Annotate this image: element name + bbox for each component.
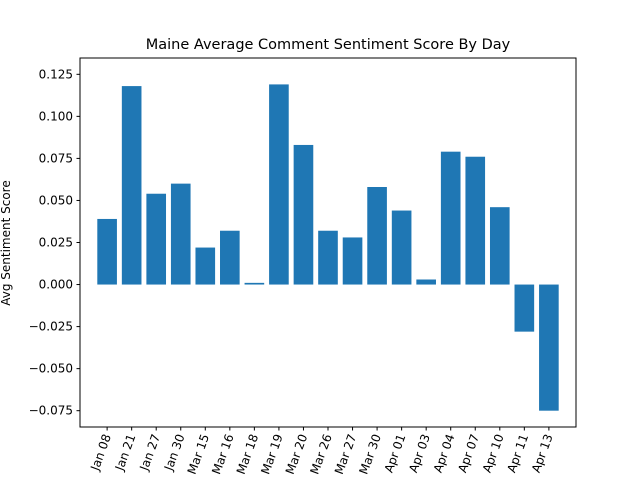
y-tick-label: 0.125 bbox=[39, 67, 73, 81]
bar-mar-18 bbox=[244, 282, 265, 285]
y-tick-label: 0.050 bbox=[39, 193, 73, 207]
bar-jan-21 bbox=[121, 86, 142, 285]
y-tick-label: 0.075 bbox=[39, 151, 73, 165]
bar-mar-15 bbox=[195, 247, 216, 285]
y-tick-label: 0.100 bbox=[39, 109, 73, 123]
bar-apr-13 bbox=[539, 284, 559, 411]
bar-apr-03 bbox=[416, 279, 436, 285]
bar-mar-16 bbox=[220, 230, 240, 285]
bar-mar-27 bbox=[342, 237, 363, 285]
y-tick-label: −0.050 bbox=[29, 362, 73, 376]
bar-apr-10 bbox=[489, 207, 510, 285]
bar-mar-26 bbox=[318, 230, 338, 285]
y-axis-label: Avg Sentiment Score bbox=[0, 180, 13, 306]
bar-apr-01 bbox=[391, 210, 412, 285]
bar-jan-27 bbox=[146, 193, 167, 285]
bar-mar-19 bbox=[269, 84, 289, 285]
y-tick-label: −0.025 bbox=[29, 320, 73, 334]
y-axis: −0.075 −0.050 −0.025 0.000 0.025 0.050 0.075 0.… bbox=[29, 67, 80, 418]
y-tick-label: −0.075 bbox=[29, 404, 73, 418]
plot-frame bbox=[79, 57, 577, 428]
bar-apr-04 bbox=[440, 151, 461, 285]
bar-apr-11 bbox=[514, 284, 535, 332]
bar-jan-30 bbox=[170, 183, 191, 285]
bar-jan-08 bbox=[97, 218, 117, 285]
bar-apr-07 bbox=[465, 156, 486, 285]
bars-layer bbox=[97, 84, 559, 411]
y-tick-label: 0.000 bbox=[39, 278, 73, 292]
bar-mar-20 bbox=[293, 144, 314, 285]
chart-title: Maine Average Comment Sentiment Score By… bbox=[146, 37, 511, 53]
bar-mar-30 bbox=[367, 187, 387, 285]
y-tick-label: 0.025 bbox=[39, 236, 73, 250]
